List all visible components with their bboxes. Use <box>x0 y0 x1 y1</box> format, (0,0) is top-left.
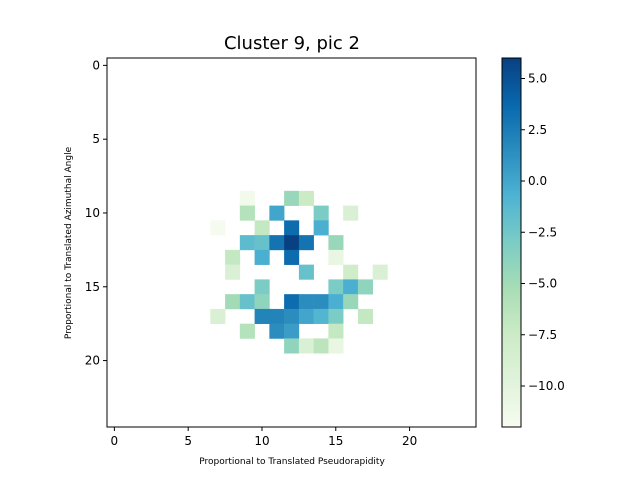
heatmap-cell <box>254 279 270 295</box>
heatmap-cell <box>254 235 270 251</box>
heatmap-cell <box>284 249 300 265</box>
heatmap-cell <box>298 190 314 206</box>
y-tick-label: 5 <box>92 132 100 146</box>
heatmap-cell <box>254 249 270 265</box>
heatmap-cell <box>239 235 255 251</box>
colorbar-tick-label: −7.5 <box>528 328 557 342</box>
y-tick-label: 10 <box>85 206 100 220</box>
heatmap-cell <box>343 279 359 295</box>
heatmap-cell <box>328 323 344 339</box>
heatmap-cell <box>284 235 300 251</box>
heatmap-cell <box>298 294 314 310</box>
colorbar-tick-label: −10.0 <box>528 379 565 393</box>
heatmap-cell <box>239 323 255 339</box>
heatmap-cell <box>284 323 300 339</box>
heatmap-cell <box>298 264 314 280</box>
x-tick-label: 10 <box>254 434 269 448</box>
heatmap-cell <box>357 279 373 295</box>
heatmap-cell <box>284 190 300 206</box>
heatmap-cell <box>239 294 255 310</box>
heatmap-cell <box>225 294 241 310</box>
heatmap-cell <box>357 308 373 324</box>
heatmap-cell <box>210 308 226 324</box>
heatmap-cell <box>343 205 359 221</box>
heatmap-cell <box>328 308 344 324</box>
heatmap-cells <box>210 190 388 354</box>
heatmap-cell <box>298 338 314 354</box>
colorbar-tick-label: 0.0 <box>528 174 547 188</box>
colorbar-tick-label: −2.5 <box>528 225 557 239</box>
heatmap-cell <box>313 205 329 221</box>
y-tick-label: 0 <box>92 58 100 72</box>
heatmap-cell <box>284 308 300 324</box>
heatmap-cell <box>254 308 270 324</box>
heatmap-cell <box>284 294 300 310</box>
x-axis-ticks: 0 5 10 15 20 <box>111 427 417 448</box>
heatmap-cell <box>343 264 359 280</box>
heatmap-cell <box>269 235 285 251</box>
heatmap-cell <box>239 190 255 206</box>
heatmap-cell <box>210 220 226 236</box>
x-tick-label: 15 <box>328 434 343 448</box>
heatmap-cell <box>225 264 241 280</box>
heatmap-cell <box>328 294 344 310</box>
heatmap-cell <box>313 294 329 310</box>
colorbar-tick-label: −5.0 <box>528 277 557 291</box>
colorbar-tick-label: 2.5 <box>528 123 547 137</box>
heatmap-cell <box>239 205 255 221</box>
heatmap-cell <box>313 338 329 354</box>
heatmap-cell <box>269 323 285 339</box>
colorbar <box>501 57 522 428</box>
heatmap-cell <box>298 235 314 251</box>
y-tick-label: 20 <box>85 354 100 368</box>
heatmap-cell <box>269 205 285 221</box>
y-axis-label: Proportional to Translated Azimuthal Ang… <box>64 146 74 339</box>
heatmap-cell <box>284 338 300 354</box>
y-axis-ticks: 0 5 10 15 20 <box>85 58 107 368</box>
plot-frame <box>106 57 477 428</box>
heatmap-cell <box>328 235 344 251</box>
heatmap-cell <box>298 308 314 324</box>
heatmap-cell <box>225 249 241 265</box>
heatmap-cell <box>313 308 329 324</box>
y-tick-label: 15 <box>85 280 100 294</box>
x-tick-label: 0 <box>111 434 119 448</box>
chart-title: Cluster 9, pic 2 <box>224 33 360 54</box>
x-axis-label: Proportional to Translated Pseudorapidit… <box>199 457 385 467</box>
heatmap-cell <box>284 220 300 236</box>
heatmap-cell <box>328 338 344 354</box>
heatmap-cell <box>254 220 270 236</box>
heatmap-cell <box>328 279 344 295</box>
heatmap-cell <box>372 264 388 280</box>
heatmap-cell <box>269 308 285 324</box>
x-tick-label: 5 <box>184 434 192 448</box>
heatmap-cell <box>328 249 344 265</box>
heatmap-cell <box>343 294 359 310</box>
heatmap-cell <box>313 220 329 236</box>
heatmap-cell <box>254 294 270 310</box>
colorbar-tick-label: 5.0 <box>528 72 547 86</box>
x-tick-label: 20 <box>402 434 417 448</box>
colorbar-ticks: 5.0 2.5 0.0 −2.5 −5.0 −7.5 −10.0 <box>521 72 565 393</box>
